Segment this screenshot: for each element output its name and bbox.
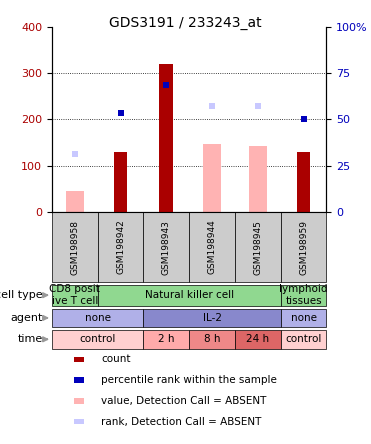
Bar xyxy=(203,143,221,212)
Bar xyxy=(281,212,326,282)
Bar xyxy=(66,191,83,212)
Bar xyxy=(281,309,326,327)
Bar xyxy=(98,285,281,306)
Text: GSM198942: GSM198942 xyxy=(116,220,125,274)
Text: rank, Detection Call = ABSENT: rank, Detection Call = ABSENT xyxy=(101,417,262,427)
Text: time: time xyxy=(17,334,43,344)
Text: value, Detection Call = ABSENT: value, Detection Call = ABSENT xyxy=(101,396,267,406)
Bar xyxy=(144,330,189,349)
Text: GSM198945: GSM198945 xyxy=(253,220,262,274)
Text: none: none xyxy=(290,313,316,323)
Text: GSM198958: GSM198958 xyxy=(70,220,79,274)
Bar xyxy=(160,64,173,212)
Bar xyxy=(52,309,144,327)
Bar xyxy=(74,398,84,404)
Text: percentile rank within the sample: percentile rank within the sample xyxy=(101,375,277,385)
Bar xyxy=(74,357,84,362)
Text: agent: agent xyxy=(10,313,43,323)
Bar xyxy=(52,212,98,282)
Text: GSM198959: GSM198959 xyxy=(299,220,308,274)
Bar xyxy=(189,212,235,282)
Bar xyxy=(144,309,281,327)
Bar xyxy=(98,212,144,282)
Text: 24 h: 24 h xyxy=(246,334,269,344)
Text: cell type: cell type xyxy=(0,290,43,300)
Text: 2 h: 2 h xyxy=(158,334,175,344)
Bar xyxy=(74,377,84,383)
Bar xyxy=(74,419,84,424)
Bar xyxy=(281,285,326,306)
Text: count: count xyxy=(101,354,131,365)
Text: IL-2: IL-2 xyxy=(203,313,221,323)
Text: Natural killer cell: Natural killer cell xyxy=(145,290,234,300)
Text: GSM198944: GSM198944 xyxy=(208,220,217,274)
Text: lymphoid
tissues: lymphoid tissues xyxy=(279,285,328,306)
Bar xyxy=(281,330,326,349)
Bar xyxy=(189,330,235,349)
Text: control: control xyxy=(79,334,116,344)
Text: CD8 posit
ive T cell: CD8 posit ive T cell xyxy=(49,285,100,306)
Bar xyxy=(52,285,98,306)
Bar xyxy=(114,152,128,212)
Bar xyxy=(144,212,189,282)
Bar xyxy=(297,152,311,212)
Text: control: control xyxy=(285,334,322,344)
Text: GDS3191 / 233243_at: GDS3191 / 233243_at xyxy=(109,16,262,30)
Bar xyxy=(235,330,281,349)
Bar xyxy=(235,212,281,282)
Bar xyxy=(52,330,144,349)
Text: 8 h: 8 h xyxy=(204,334,220,344)
Bar xyxy=(249,147,266,212)
Text: none: none xyxy=(85,313,111,323)
Text: GSM198943: GSM198943 xyxy=(162,220,171,274)
